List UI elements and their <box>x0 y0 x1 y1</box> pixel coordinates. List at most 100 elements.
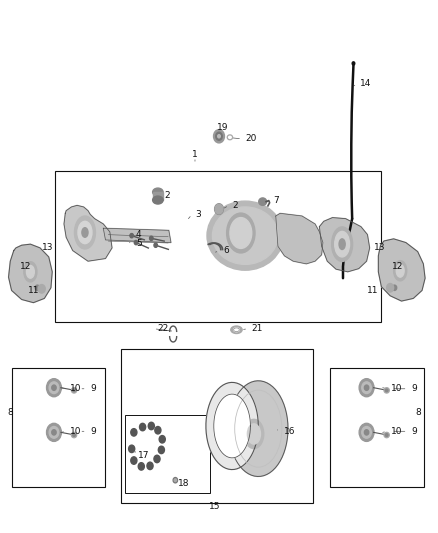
Text: 22: 22 <box>157 324 168 333</box>
Ellipse shape <box>233 328 239 332</box>
Circle shape <box>158 446 164 454</box>
Circle shape <box>129 445 135 453</box>
Ellipse shape <box>231 326 242 334</box>
Polygon shape <box>319 217 370 272</box>
Text: 5: 5 <box>136 239 142 248</box>
Ellipse shape <box>24 262 37 282</box>
Text: 15: 15 <box>209 502 220 511</box>
Ellipse shape <box>259 198 267 205</box>
Ellipse shape <box>212 207 278 264</box>
Text: 14: 14 <box>360 78 371 87</box>
Text: 20: 20 <box>245 134 257 143</box>
Bar <box>152 192 163 200</box>
Text: 17: 17 <box>138 451 150 460</box>
Ellipse shape <box>359 378 374 397</box>
Ellipse shape <box>49 382 59 393</box>
Circle shape <box>138 463 145 470</box>
Ellipse shape <box>82 228 88 237</box>
Circle shape <box>130 233 134 238</box>
Ellipse shape <box>226 213 255 253</box>
Text: 19: 19 <box>217 123 228 132</box>
Ellipse shape <box>71 432 77 438</box>
Ellipse shape <box>229 136 231 139</box>
Circle shape <box>215 204 223 214</box>
Text: 7: 7 <box>274 196 279 205</box>
Polygon shape <box>64 205 112 261</box>
Ellipse shape <box>174 479 177 481</box>
Polygon shape <box>276 213 323 264</box>
Text: 6: 6 <box>223 246 229 255</box>
Ellipse shape <box>362 426 371 438</box>
Text: 21: 21 <box>252 324 263 333</box>
Ellipse shape <box>73 434 75 437</box>
Text: 13: 13 <box>42 244 54 253</box>
Polygon shape <box>229 381 288 477</box>
Circle shape <box>387 284 394 292</box>
Text: 9: 9 <box>411 427 417 436</box>
Text: 18: 18 <box>178 479 190 488</box>
Ellipse shape <box>71 387 77 393</box>
Ellipse shape <box>35 285 39 290</box>
Circle shape <box>38 285 45 293</box>
Bar <box>121 349 313 503</box>
Ellipse shape <box>74 216 95 249</box>
Circle shape <box>134 240 138 245</box>
Ellipse shape <box>392 285 397 290</box>
Ellipse shape <box>244 419 264 449</box>
Circle shape <box>352 62 355 65</box>
Ellipse shape <box>218 135 220 138</box>
Ellipse shape <box>26 265 34 278</box>
Text: 1: 1 <box>192 150 198 159</box>
Ellipse shape <box>227 135 233 140</box>
Text: 16: 16 <box>284 427 295 436</box>
Circle shape <box>140 423 146 431</box>
Ellipse shape <box>52 430 56 435</box>
Ellipse shape <box>385 434 388 437</box>
Ellipse shape <box>364 430 369 435</box>
Ellipse shape <box>247 424 261 444</box>
Text: 10: 10 <box>391 384 402 393</box>
Ellipse shape <box>46 423 61 441</box>
Polygon shape <box>9 244 52 303</box>
Ellipse shape <box>207 201 283 270</box>
Circle shape <box>159 435 165 443</box>
Ellipse shape <box>46 378 61 397</box>
Text: 11: 11 <box>367 286 379 295</box>
Text: 2: 2 <box>232 201 238 210</box>
Ellipse shape <box>339 239 345 249</box>
Ellipse shape <box>335 231 350 257</box>
Circle shape <box>131 429 137 436</box>
Text: 10: 10 <box>70 427 81 436</box>
Text: 12: 12 <box>392 262 403 271</box>
Ellipse shape <box>396 264 404 277</box>
Ellipse shape <box>216 132 222 140</box>
Ellipse shape <box>152 188 163 196</box>
Ellipse shape <box>214 130 224 143</box>
Text: 4: 4 <box>136 230 141 239</box>
Text: 9: 9 <box>90 384 96 393</box>
Text: 3: 3 <box>195 210 201 219</box>
Ellipse shape <box>362 382 371 393</box>
Text: 8: 8 <box>7 408 13 417</box>
Circle shape <box>148 422 154 430</box>
Circle shape <box>147 462 153 470</box>
Circle shape <box>154 455 160 463</box>
Ellipse shape <box>384 387 389 393</box>
Ellipse shape <box>385 389 388 392</box>
Text: 10: 10 <box>70 384 81 393</box>
Ellipse shape <box>152 196 163 204</box>
Polygon shape <box>103 228 171 243</box>
Ellipse shape <box>73 389 75 392</box>
Text: 2: 2 <box>164 191 170 200</box>
Ellipse shape <box>332 227 353 262</box>
Text: 11: 11 <box>28 286 39 295</box>
Polygon shape <box>378 239 425 301</box>
Ellipse shape <box>230 217 252 248</box>
Circle shape <box>155 426 161 434</box>
Bar <box>12 368 106 487</box>
Polygon shape <box>206 382 258 470</box>
Text: 10: 10 <box>391 427 402 436</box>
Ellipse shape <box>49 426 59 438</box>
Ellipse shape <box>364 385 369 390</box>
FancyArrowPatch shape <box>108 235 168 237</box>
